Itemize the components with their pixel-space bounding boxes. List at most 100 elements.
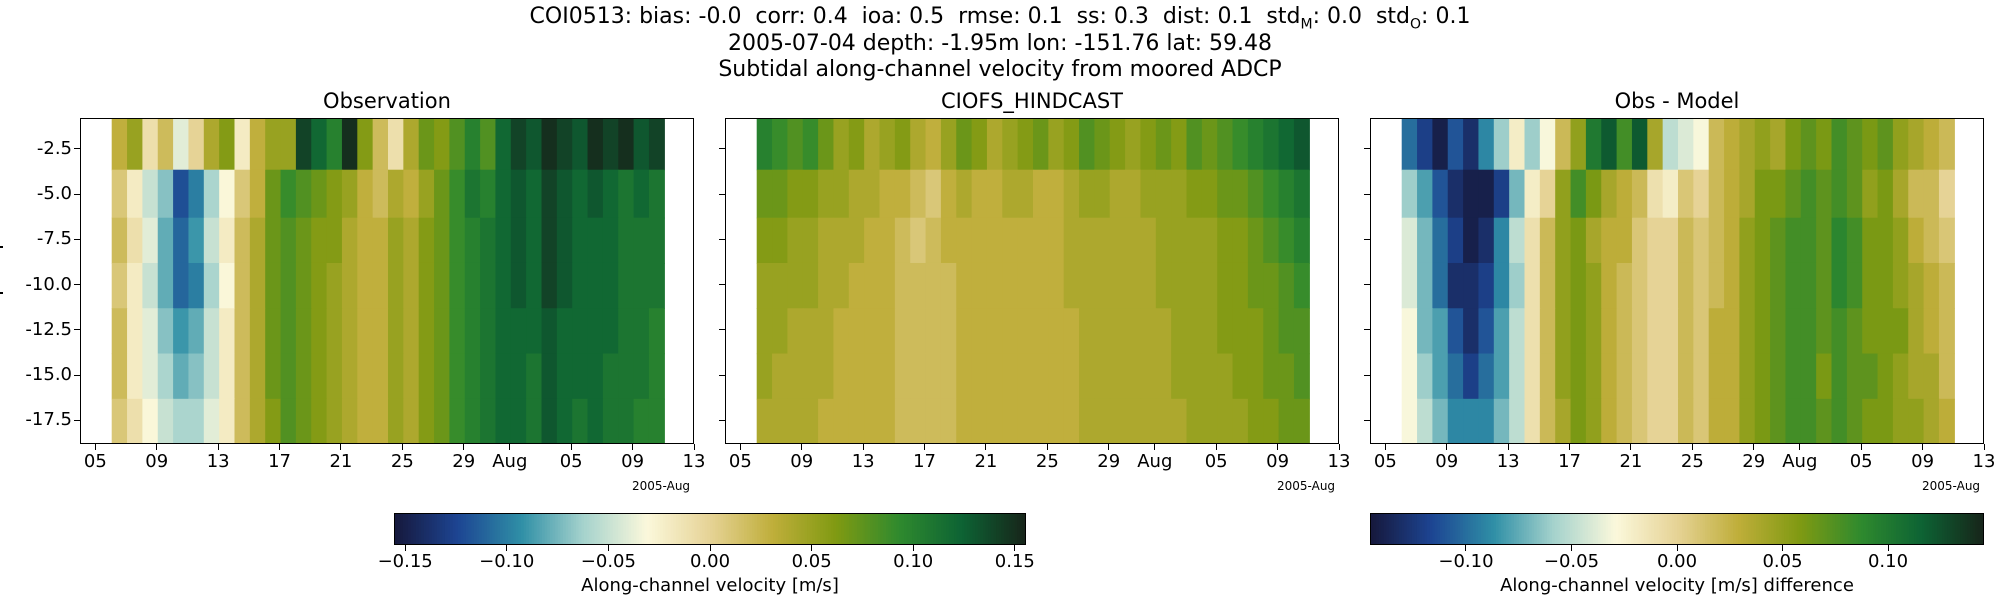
heatmap-cell (357, 169, 374, 219)
colorbar-segment (1677, 514, 1681, 544)
heatmap-cell (756, 119, 773, 171)
colorbar-segment (1750, 514, 1755, 544)
heatmap-cell (1862, 169, 1879, 219)
heatmap-cell (572, 217, 589, 264)
colorbar-segment (1977, 514, 1982, 544)
heatmap-cell (295, 308, 312, 355)
heatmap-cell (418, 169, 435, 219)
colorbar-segment (780, 514, 785, 544)
heatmap-cell (357, 262, 374, 309)
colorbar-segment (494, 514, 498, 544)
x-tick-mark (1860, 444, 1862, 450)
colorbar-segment (980, 514, 984, 544)
colorbar-segment (1638, 514, 1642, 544)
heatmap-cell (1892, 398, 1909, 443)
colorbar-segment (1949, 514, 1953, 544)
colorbar-segment (618, 514, 622, 544)
heatmap-cell (1171, 353, 1188, 400)
colorbar-segment (1679, 514, 1683, 544)
heatmap-cell (1401, 119, 1418, 171)
heatmap-cell (1800, 308, 1817, 355)
colorbar-segment (799, 514, 803, 544)
colorbar-segment (1383, 514, 1387, 544)
heatmap-cell (1739, 217, 1756, 264)
heatmap-cell (1846, 353, 1863, 400)
heatmap-cell (772, 353, 788, 400)
heatmap-cell (971, 169, 988, 219)
heatmap-cell (1923, 169, 1940, 219)
colorbar-segment (1901, 514, 1905, 544)
heatmap-cell (648, 353, 665, 400)
difference-colorbar-label: Along-channel velocity [m/s] difference (1500, 575, 1854, 596)
colorbar-segment (1962, 514, 1966, 544)
heatmap-cell (1631, 262, 1648, 309)
colorbar-segment (1965, 514, 1969, 544)
heatmap-cell (1938, 119, 1955, 171)
heatmap-cell (1171, 217, 1188, 264)
heatmap-cell (756, 217, 773, 264)
heatmap-cell (1785, 398, 1802, 443)
colorbar-segment (599, 514, 603, 544)
heatmap-cell (956, 217, 973, 264)
colorbar-segment (752, 514, 756, 544)
colorbar-segment (1470, 514, 1474, 544)
heatmap-cell (1739, 169, 1756, 219)
y-tick-label: -5.0 (36, 183, 72, 205)
colorbar-segment (1768, 514, 1772, 544)
heatmap-cell (1892, 262, 1909, 309)
heatmap-cell (910, 262, 927, 309)
heatmap-cell (802, 262, 819, 309)
heatmap-cell (1201, 308, 1218, 355)
colorbar-tick-label: −0.05 (1543, 551, 1600, 572)
colorbar-segment (1001, 514, 1005, 544)
heatmap-cell (480, 119, 497, 171)
heatmap-cell (1678, 308, 1694, 355)
y-tick-mark (1364, 284, 1370, 286)
colorbar-segment (652, 514, 656, 544)
heatmap-cell (1463, 353, 1480, 400)
heatmap-cell (1739, 262, 1756, 309)
heatmap-cell (219, 262, 236, 309)
heatmap-cell (956, 353, 973, 400)
colorbar-segment (1434, 514, 1438, 544)
heatmap-cell (1816, 217, 1833, 264)
x-tick-label: 09 (621, 451, 645, 472)
heatmap-cell (818, 353, 835, 400)
heatmap-cell (526, 262, 543, 309)
heatmap-cell (1293, 169, 1310, 219)
colorbar-segment (489, 514, 493, 544)
colorbar-segment (1416, 514, 1421, 544)
colorbar-segment (1722, 514, 1727, 544)
heatmap-cell (772, 169, 788, 219)
heatmap-cell (372, 353, 389, 400)
difference-heatmap (1401, 119, 1955, 443)
colorbar-segment (794, 514, 798, 544)
heatmap-cell (756, 308, 773, 355)
heatmap-cell (1647, 262, 1664, 309)
heatmap-cell (633, 217, 650, 264)
heatmap-cell (1401, 217, 1418, 264)
heatmap-cell (602, 262, 619, 309)
heatmap-cell (1892, 119, 1909, 171)
colorbar-segment (1503, 514, 1507, 544)
colorbar-segment (783, 514, 787, 544)
heatmap-cell (280, 308, 297, 355)
heatmap-cell (1247, 398, 1264, 443)
heatmap-cell (142, 169, 159, 219)
heatmap-cell (587, 398, 604, 443)
heatmap-cell (818, 398, 835, 443)
colorbar-segment (1414, 514, 1418, 544)
colorbar-segment (1932, 514, 1936, 544)
colorbar-segment (1728, 514, 1732, 544)
heatmap-cell (1908, 217, 1925, 264)
heatmap-cell (925, 217, 942, 264)
heatmap-cell (1846, 217, 1863, 264)
colorbar-segment (1485, 514, 1489, 544)
heatmap-cell (1647, 353, 1664, 400)
colorbar-segment (1689, 514, 1693, 544)
colorbar-segment (1705, 514, 1709, 544)
colorbar-segment (731, 514, 735, 544)
x-tick-label: 13 (682, 451, 706, 472)
colorbar-segment (1541, 514, 1545, 544)
heatmap-cell (541, 169, 558, 219)
